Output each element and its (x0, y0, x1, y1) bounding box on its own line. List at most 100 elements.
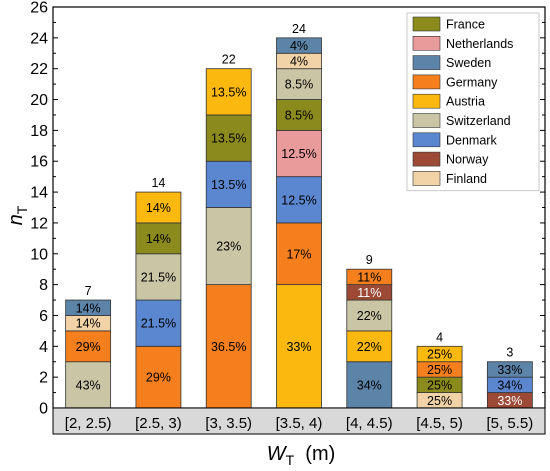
bar-total-label: 3 (506, 346, 513, 360)
bar-segment-germany (205, 284, 252, 409)
y-axis-title-main: n (5, 214, 27, 225)
segment-label: 25% (427, 378, 452, 392)
bar-segment-austria (276, 284, 322, 409)
legend-label: Austria (446, 95, 485, 109)
bar-segment-germany (135, 345, 182, 409)
bar-segment-france (205, 114, 252, 162)
segment-label: 11% (357, 286, 381, 300)
x-tick-label: [4, 4.5) (346, 415, 393, 432)
segment-label: 13.5% (211, 132, 246, 146)
y-tick-label: 2 (39, 370, 48, 387)
segment-label: 22% (357, 340, 382, 354)
bar-segment-germany (346, 268, 393, 286)
legend-label: Netherlands (446, 37, 513, 51)
bar-segment-france (276, 99, 322, 131)
segment-label: 13.5% (211, 178, 246, 192)
bar-total-label: 24 (292, 22, 306, 36)
bar-segment-sweden (346, 361, 393, 409)
bar-total-label: 22 (222, 53, 236, 67)
y-axis-title: nT (5, 205, 30, 225)
segment-label: 21.5% (141, 317, 176, 331)
segment-label: 43% (76, 378, 101, 392)
legend-label: France (446, 18, 485, 32)
segment-label: 4% (290, 54, 308, 68)
bar-total-label: 9 (366, 253, 373, 267)
legend-swatch (412, 74, 441, 90)
x-tick-label: [2.5, 3) (135, 415, 182, 432)
bar-segment-switzerland (205, 207, 252, 286)
legend-label: Norway (446, 153, 489, 167)
bar-segment-denmark (135, 299, 182, 347)
y-tick-label: 6 (39, 308, 48, 325)
bar-segment-sweden (486, 361, 533, 378)
bar-segment-sweden (276, 37, 322, 54)
y-tick-label: 26 (30, 0, 48, 17)
segment-label: 8.5% (285, 108, 314, 122)
y-tick-label: 8 (39, 277, 48, 294)
bar-segment-austria (416, 345, 463, 363)
y-axis-title-sub: T (14, 205, 30, 214)
x-axis-title-unit: (m) (294, 443, 335, 465)
bar-segment-switzerland (65, 361, 112, 409)
legend-swatch (412, 93, 441, 109)
segment-label: 23% (216, 240, 241, 254)
bar-segment-france (135, 222, 182, 255)
segment-label: 14% (76, 317, 101, 331)
x-axis-title-sub: T (286, 452, 295, 468)
bar-total-label: 14 (151, 176, 165, 190)
bar-segment-denmark (205, 160, 252, 208)
segment-label: 25% (427, 363, 452, 377)
y-tick-label: 18 (30, 123, 48, 140)
segment-label: 33% (497, 363, 522, 377)
y-tick-label: 12 (30, 215, 48, 232)
x-tick-label: [4.5, 5) (416, 415, 463, 432)
segment-label: 25% (427, 394, 452, 408)
segment-label: 4% (290, 39, 308, 53)
legend-swatch (412, 151, 441, 167)
legend-label: Germany (446, 75, 498, 89)
bar-segment-austria (205, 68, 252, 116)
segment-label: 14% (146, 201, 171, 215)
legend-label: Sweden (446, 56, 491, 70)
segment-label: 22% (357, 309, 382, 323)
segment-label: 21.5% (141, 270, 176, 284)
bar-total-label: 7 (85, 284, 92, 298)
x-axis-title: WT (m) (267, 443, 336, 468)
y-tick-label: 20 (30, 92, 48, 109)
legend-label: Switzerland (446, 114, 511, 128)
y-tick-label: 16 (30, 154, 48, 171)
bar-total-label: 4 (436, 330, 443, 344)
y-tick-label: 0 (39, 401, 48, 418)
y-tick-label: 10 (30, 246, 48, 263)
segment-label: 29% (76, 340, 101, 354)
segment-label: 14% (146, 232, 171, 246)
legend-swatch (412, 35, 441, 51)
segment-label: 12.5% (281, 193, 316, 207)
legend-swatch (412, 113, 441, 128)
x-category-strip (52, 407, 546, 435)
segment-label: 36.5% (211, 340, 246, 354)
segment-label: 25% (427, 348, 452, 362)
segment-label: 33% (286, 340, 311, 354)
legend-swatch (412, 55, 441, 70)
legend-swatch (412, 16, 441, 32)
x-axis-title-main: W (267, 443, 288, 465)
y-tick-label: 4 (39, 339, 48, 356)
y-tick-label: 22 (30, 61, 48, 78)
legend: France Netherlands Sweden Germany Austria Swi… (406, 12, 540, 192)
bar-segment-germany (65, 330, 112, 363)
segment-label: 17% (286, 247, 311, 261)
segment-label: 33% (497, 394, 522, 408)
legend-label: Finland (446, 172, 487, 186)
segment-label: 34% (357, 378, 382, 392)
bar-segment-austria (135, 191, 182, 224)
bar-segment-sweden (65, 299, 112, 316)
y-tick-label: 24 (30, 30, 48, 47)
segment-label: 34% (497, 378, 522, 392)
x-tick-label: [2, 2.5) (65, 415, 112, 432)
x-tick-label: [3.5, 4) (276, 415, 323, 432)
x-tick-label: [3, 3.5) (205, 415, 252, 432)
